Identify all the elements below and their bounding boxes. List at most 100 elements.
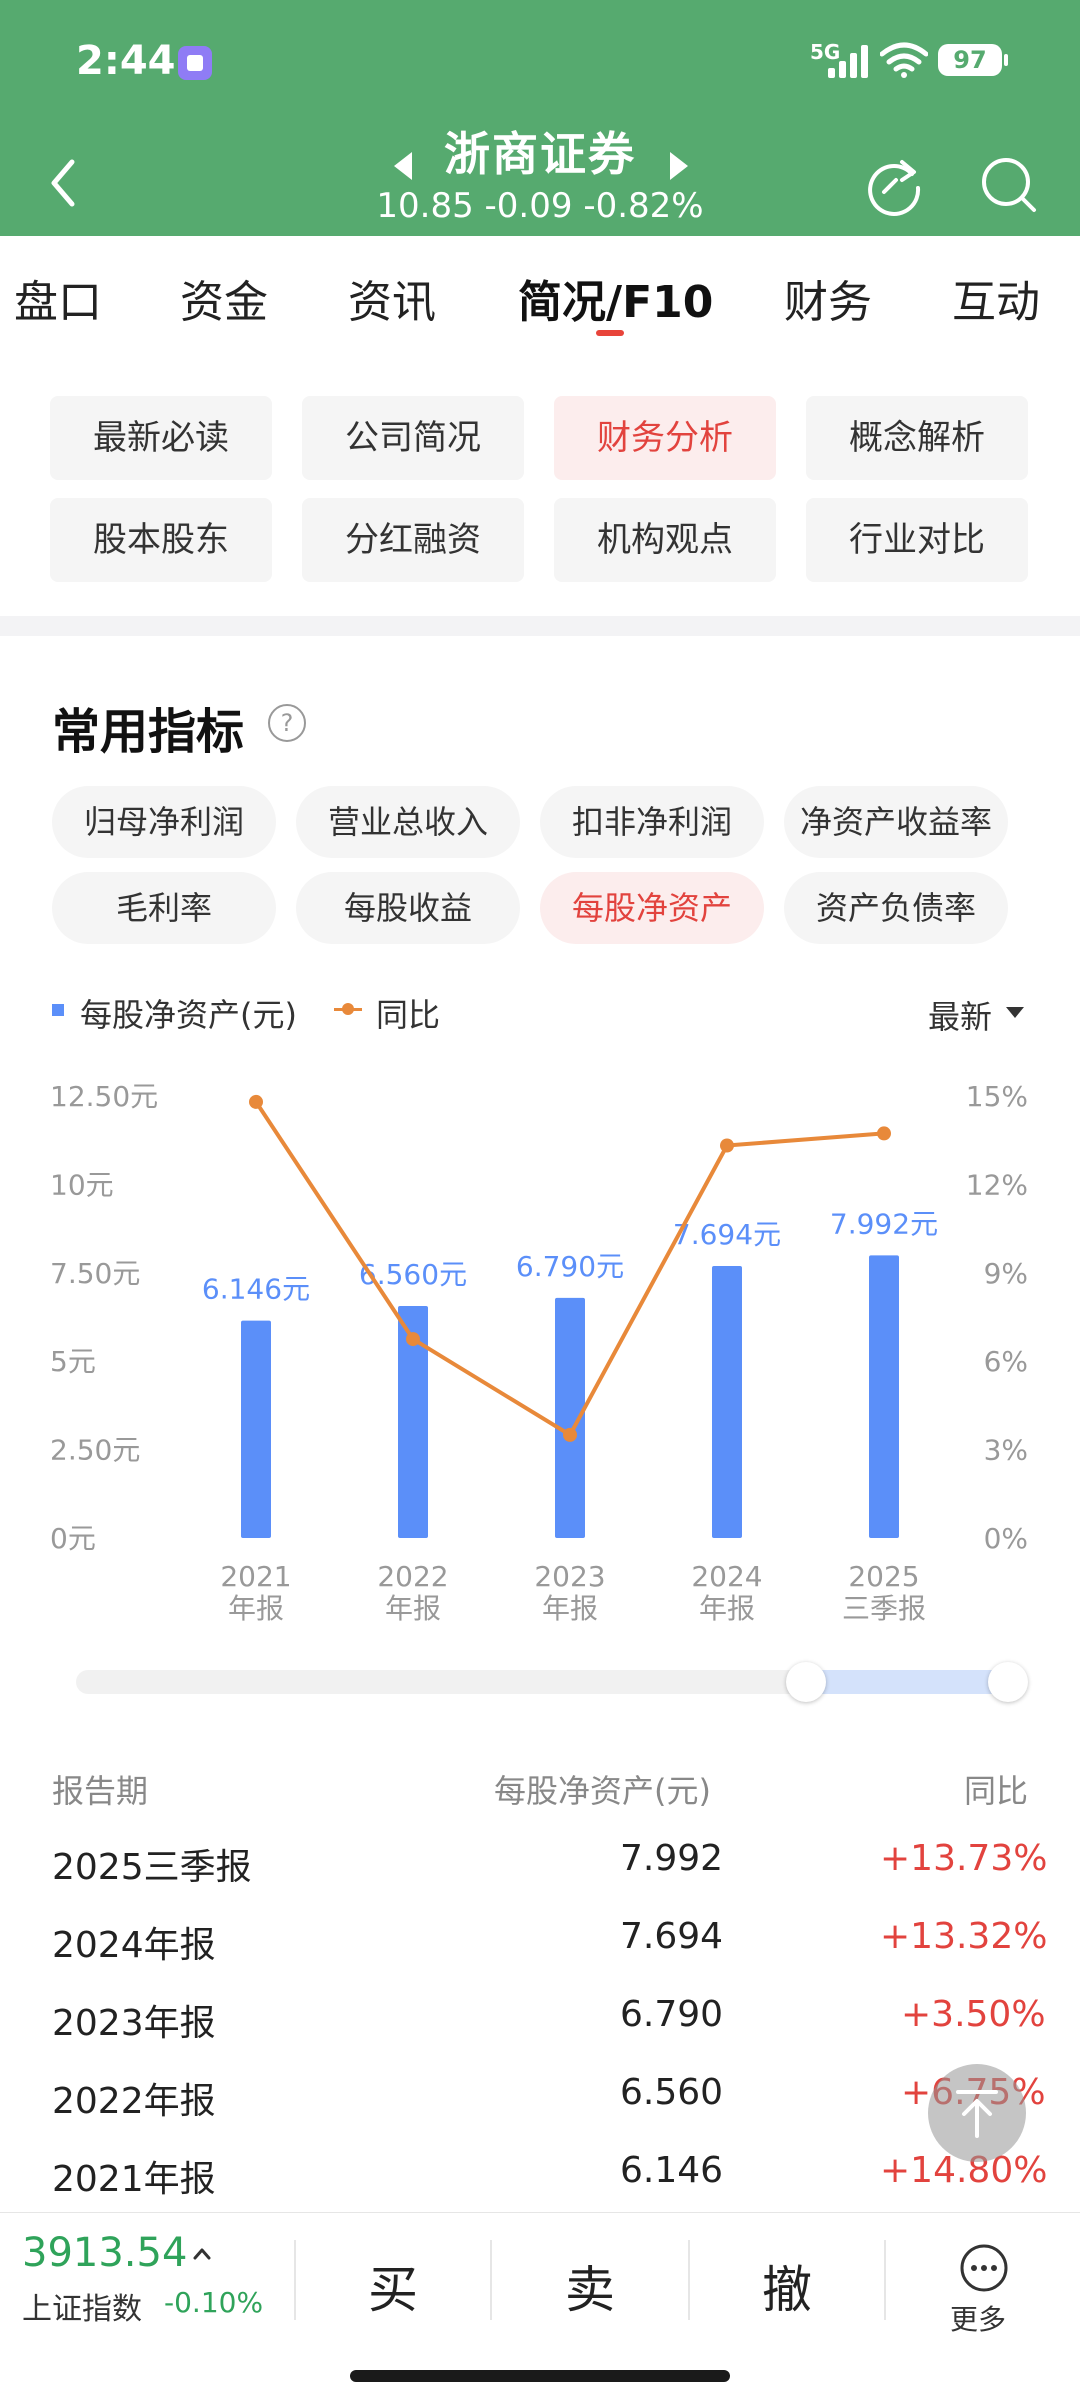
chevron-up-icon[interactable] [192,2244,212,2264]
row-period: 2024年报 [52,1925,216,1966]
metric-debt-ratio[interactable]: 资产负债率 [784,872,1008,944]
home-indicator [350,2370,730,2382]
legend-line-dot [342,1003,354,1015]
x-tick-kind: 年报 [228,1592,284,1625]
toolbar-divider [884,2240,886,2320]
y-left-tick-label: 7.50元 [50,1257,140,1290]
next-stock-icon[interactable] [670,152,688,180]
chevron-down-icon[interactable] [1006,1007,1024,1018]
bar [398,1306,428,1538]
subtag-concepts[interactable]: 概念解析 [806,396,1028,480]
sell-button[interactable]: 卖 [565,2261,615,2319]
y-right-tick-label: 0% [984,1522,1028,1555]
bar-data-label: 7.694元 [673,1218,781,1251]
more-icon[interactable] [958,2242,1010,2294]
table-header-yoy: 同比 [964,1772,1029,1810]
share-refresh-icon[interactable] [862,152,926,216]
tab-caiwu[interactable]: 财务 [784,277,872,328]
x-tick-year: 2023 [534,1560,605,1593]
index-name[interactable]: 上证指数 [22,2292,142,2327]
period-select[interactable]: 最新 [928,998,993,1036]
row-period: 2021年报 [52,2159,216,2200]
subtag-latest[interactable]: 最新必读 [50,396,272,480]
section-divider [0,616,1080,636]
wifi-icon [880,42,928,78]
subtag-shareholders[interactable]: 股本股东 [50,498,272,582]
subtag-company[interactable]: 公司简况 [302,396,524,480]
row-yoy: +13.73% [880,1838,1048,1879]
bar-data-label: 6.560元 [359,1258,467,1291]
bar-data-label: 6.146元 [202,1273,310,1306]
metric-deducted-profit[interactable]: 扣非净利润 [540,786,764,858]
y-right-tick-label: 9% [984,1257,1028,1290]
x-tick-kind: 三季报 [842,1592,926,1625]
status-time: 2:44 [76,38,176,84]
bar-data-label: 7.992元 [830,1207,938,1240]
scroll-to-top-icon[interactable] [928,2064,1026,2162]
metric-gross-margin[interactable]: 毛利率 [52,872,276,944]
y-left-tick-label: 10元 [50,1168,114,1201]
metric-bvps[interactable]: 每股净资产 [540,872,764,944]
row-yoy: +13.32% [880,1916,1048,1957]
tab-f10[interactable]: 简况/F10 [518,277,714,328]
tab-hudong[interactable]: 互动 [952,277,1040,328]
tab-pankou[interactable]: 盘口 [14,277,102,328]
row-value: 6.790 [620,1994,724,2035]
index-value[interactable]: 3913.54 [22,2230,188,2276]
subtag-dividends[interactable]: 分红融资 [302,498,524,582]
status-bar: 2:44 5G 97 [0,0,1080,120]
more-button-label[interactable]: 更多 [950,2303,1007,2336]
row-value: 7.992 [620,1838,724,1879]
range-slider-end-handle[interactable] [988,1662,1028,1702]
search-icon[interactable] [976,152,1040,216]
metric-roe[interactable]: 净资产收益率 [784,786,1008,858]
bar [241,1320,271,1538]
row-value: 6.146 [620,2150,724,2191]
app-header: 2:44 5G 97 浙商证券 10.85 -0.09 -0.82% [0,0,1080,236]
legend-bar-label: 每股净资产(元) [80,996,297,1034]
legend-line-label: 同比 [376,996,441,1034]
range-slider-selection[interactable] [802,1670,1008,1694]
back-icon[interactable] [40,150,90,216]
y-right-tick-label: 15% [966,1080,1028,1113]
metric-net-profit[interactable]: 归母净利润 [52,786,276,858]
main-tabs: 盘口 资金 资讯 简况/F10 财务 互动 [0,236,1080,356]
x-tick-kind: 年报 [542,1592,598,1625]
index-change: -0.10% [164,2286,264,2319]
tab-zijin[interactable]: 资金 [180,277,268,328]
yoy-point [877,1126,891,1141]
yoy-point [249,1094,263,1109]
buy-button[interactable]: 买 [368,2261,418,2319]
x-tick-kind: 年报 [385,1592,441,1625]
legend-bar-swatch [52,1004,64,1016]
metric-eps[interactable]: 每股收益 [296,872,520,944]
active-tab-indicator [596,330,624,336]
row-yoy: +3.50% [901,1994,1046,2035]
subtag-institution-views[interactable]: 机构观点 [554,498,776,582]
tab-zixun[interactable]: 资讯 [348,277,436,328]
help-icon[interactable]: ? [268,704,306,742]
yoy-point [720,1138,734,1153]
row-period: 2023年报 [52,2003,216,2044]
title-wrap: 浙商证券 [340,118,740,184]
subtag-financial-analysis[interactable]: 财务分析 [554,396,776,480]
bottom-toolbar [0,2212,1080,2360]
range-slider-start-handle[interactable] [786,1662,826,1702]
metric-revenue[interactable]: 营业总收入 [296,786,520,858]
bar [712,1265,742,1538]
cancel-order-button[interactable]: 撤 [762,2261,812,2319]
previous-stock-icon[interactable] [394,152,412,180]
y-left-tick-label: 0元 [50,1522,96,1555]
toolbar-divider [490,2240,492,2320]
subtag-industry-compare[interactable]: 行业对比 [806,498,1028,582]
y-right-tick-label: 3% [984,1434,1028,1467]
bvps-chart: 0元 2.50元 5元 7.50元 10元 12.50元 0% 3% 6% 9% 12% 15% 6.1… [50,1080,1028,1625]
row-value: 7.694 [620,1916,724,1957]
stock-quote: 10.85 -0.09 -0.82% [376,186,704,226]
toolbar-divider [294,2240,296,2320]
table-header-period: 报告期 [52,1772,149,1810]
x-tick-year: 2025 [848,1560,919,1593]
y-right-tick-label: 6% [984,1345,1028,1378]
stock-title: 浙商证券 [444,127,636,181]
toolbar-divider [688,2240,690,2320]
